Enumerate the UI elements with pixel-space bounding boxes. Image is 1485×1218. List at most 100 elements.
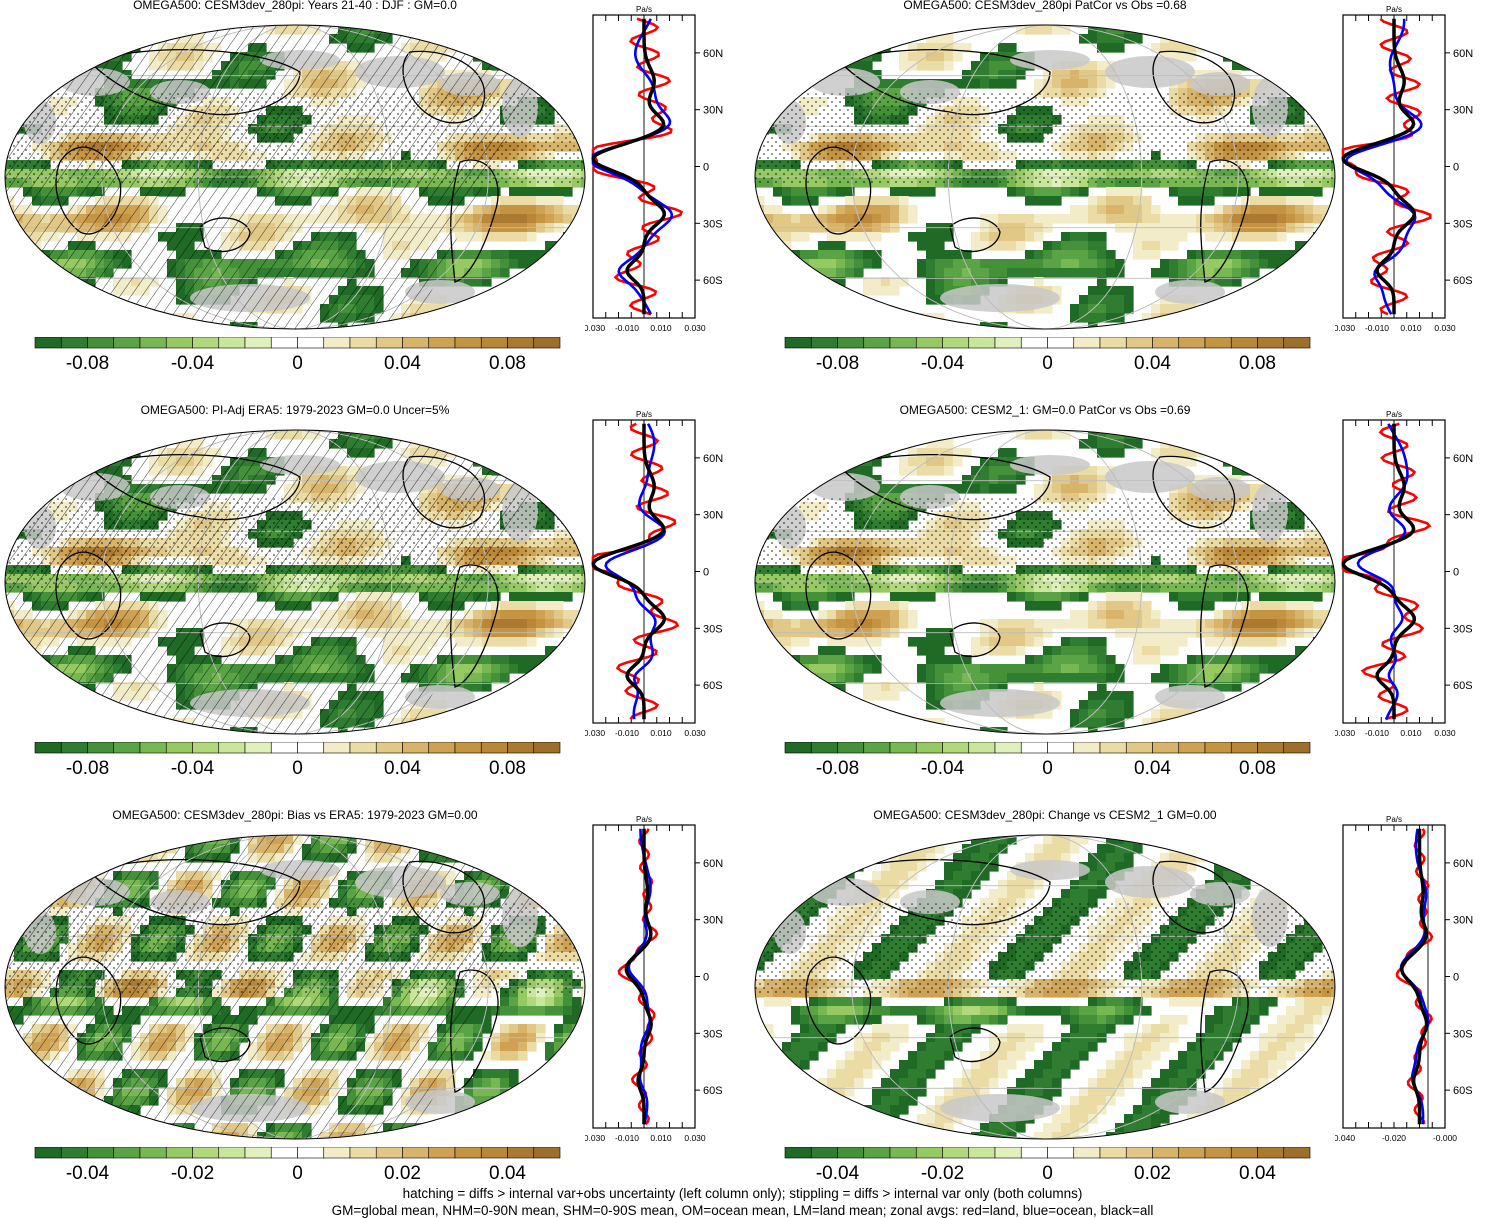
zonal-xtick-label: 0.030 <box>684 1133 706 1143</box>
colorbar-box <box>533 742 561 754</box>
colorbar-tick-label: -0.04 <box>66 1163 110 1184</box>
map-panel <box>4 429 586 735</box>
colorbar-tick-label: -0.02 <box>921 1163 964 1184</box>
zonal-ytick-label: 30N <box>1453 105 1473 117</box>
map-panel <box>754 834 1336 1140</box>
map-panel <box>754 429 1336 735</box>
colorbar-box <box>323 1147 351 1159</box>
map-field <box>755 835 1335 1139</box>
colorbar-box <box>1073 742 1101 754</box>
zonal-xtick-label: 0.030 <box>1434 728 1456 738</box>
colorbar-box <box>480 1147 508 1159</box>
land-mask-7 <box>940 1094 1060 1122</box>
colorbar-tick-label: 0 <box>292 353 303 374</box>
colorbar-tick-label: 0 <box>1042 1163 1053 1184</box>
zonal-ytick-label: 60S <box>1453 275 1473 287</box>
zonal-ytick-label: 60N <box>1453 48 1473 60</box>
zonal-mean-panel: Pa/s -0.030 -0.010 0.010 0.030 60N 30N 0 30S 60S <box>585 5 723 333</box>
zonal-xtick-label: 0.030 <box>1434 323 1456 333</box>
land-mask-4 <box>1010 455 1090 475</box>
colorbar: -0.04 -0.02 0 0.02 0.04 <box>34 1147 561 1184</box>
coastline-1 <box>949 1027 1001 1063</box>
land-mask-8 <box>1155 280 1225 304</box>
zonal-xtick-label: -0.010 <box>615 1133 639 1143</box>
colorbar-tick-label: 0.04 <box>384 758 421 779</box>
zonal-ytick-label: 30N <box>1453 510 1473 522</box>
colorbar-tick-label: -0.04 <box>921 758 965 779</box>
colorbar-box <box>915 337 943 349</box>
hatching <box>5 430 561 734</box>
colorbar-box <box>270 1147 298 1159</box>
colorbar-box <box>139 742 167 754</box>
colorbar-box <box>165 337 193 349</box>
stippling <box>755 903 1335 995</box>
colorbar: -0.08 -0.04 0 0.04 0.08 <box>784 742 1311 779</box>
colorbar-box <box>863 1147 891 1159</box>
zonal-xtick-label: -0.030 <box>1335 728 1355 738</box>
colorbar-box <box>454 1147 482 1159</box>
colorbar-box <box>968 742 996 754</box>
colorbar-box <box>244 337 272 349</box>
zonal-ytick-label: 60S <box>1453 1085 1473 1097</box>
zonal-ytick-label: 0 <box>703 972 709 984</box>
colorbar-box <box>942 1147 970 1159</box>
zonal-ytick-label: 60S <box>703 275 723 287</box>
colorbar-box <box>1047 1147 1075 1159</box>
colorbar-box <box>942 337 970 349</box>
colorbar-box <box>428 742 456 754</box>
colorbar-box <box>454 337 482 349</box>
colorbar: -0.08 -0.04 0 0.04 0.08 <box>34 742 561 779</box>
zonal-ytick-label: 30N <box>703 915 723 927</box>
zonal-series-black <box>1341 423 1417 720</box>
map-panel <box>754 24 1336 330</box>
colorbar-box <box>60 742 88 754</box>
zonal-unit: Pa/s <box>1386 410 1402 419</box>
colorbar-box <box>60 1147 88 1159</box>
map-field <box>755 25 1335 329</box>
colorbar-box <box>889 337 917 349</box>
coastline-1 <box>949 217 1001 253</box>
zonal-xtick-label: -0.010 <box>1365 323 1389 333</box>
map-field <box>5 430 585 734</box>
colorbar-box <box>87 742 115 754</box>
colorbar-box <box>139 1147 167 1159</box>
zonal-ytick-label: 30S <box>703 623 723 635</box>
colorbar-tick-label: 0.02 <box>384 1163 421 1184</box>
colorbar-box <box>349 337 377 349</box>
zonal-series-black <box>1400 828 1429 1125</box>
zonal-ytick-label: 60N <box>1453 453 1473 465</box>
colorbar-box <box>915 1147 943 1159</box>
colorbar: -0.08 -0.04 0 0.04 0.08 <box>784 337 1311 374</box>
colorbar-box <box>87 337 115 349</box>
zonal-xtick-label: 0.010 <box>650 323 672 333</box>
hatching <box>5 25 561 329</box>
colorbar-tick-label: 0 <box>292 1163 303 1184</box>
map-panel <box>4 24 586 330</box>
colorbar-tick-label: -0.08 <box>66 758 109 779</box>
zonal-mean-panel: Pa/s -0.030 -0.010 0.010 0.030 60N 30N 0 30S 60S <box>585 410 723 738</box>
zonal-series-blue <box>591 18 674 315</box>
zonal-series-red <box>591 17 684 316</box>
colorbar-tick-label: -0.08 <box>66 353 109 374</box>
colorbar-box <box>1283 1147 1311 1159</box>
zonal-ytick-label: 0 <box>1453 972 1459 984</box>
hatching <box>5 835 561 1139</box>
colorbar-box <box>480 742 508 754</box>
colorbar-box <box>349 742 377 754</box>
coastline-1 <box>949 622 1001 658</box>
zonal-series-black <box>1341 18 1417 315</box>
zonal-xtick-label: 0.030 <box>684 323 706 333</box>
zonal-mean-panel: Pa/s -0.030 -0.010 0.010 0.030 60N 30N 0 30S 60S <box>1335 5 1473 333</box>
colorbar-box <box>1283 337 1311 349</box>
zonal-mean-panel: Pa/s -0.030 -0.010 0.010 0.030 60N 30N 0 30S 60S <box>1335 410 1473 738</box>
panel-title: OMEGA500: CESM3dev_280pi PatCor vs Obs =… <box>903 0 1187 12</box>
zonal-unit: Pa/s <box>636 815 652 824</box>
colorbar-tick-label: 0 <box>1042 353 1053 374</box>
zonal-series-blue <box>604 423 667 720</box>
colorbar-box <box>1257 742 1285 754</box>
colorbar-box <box>942 742 970 754</box>
colorbar-box <box>402 742 430 754</box>
colorbar-box <box>1230 337 1258 349</box>
colorbar-tick-label: -0.02 <box>171 1163 214 1184</box>
colorbar-box <box>994 337 1022 349</box>
